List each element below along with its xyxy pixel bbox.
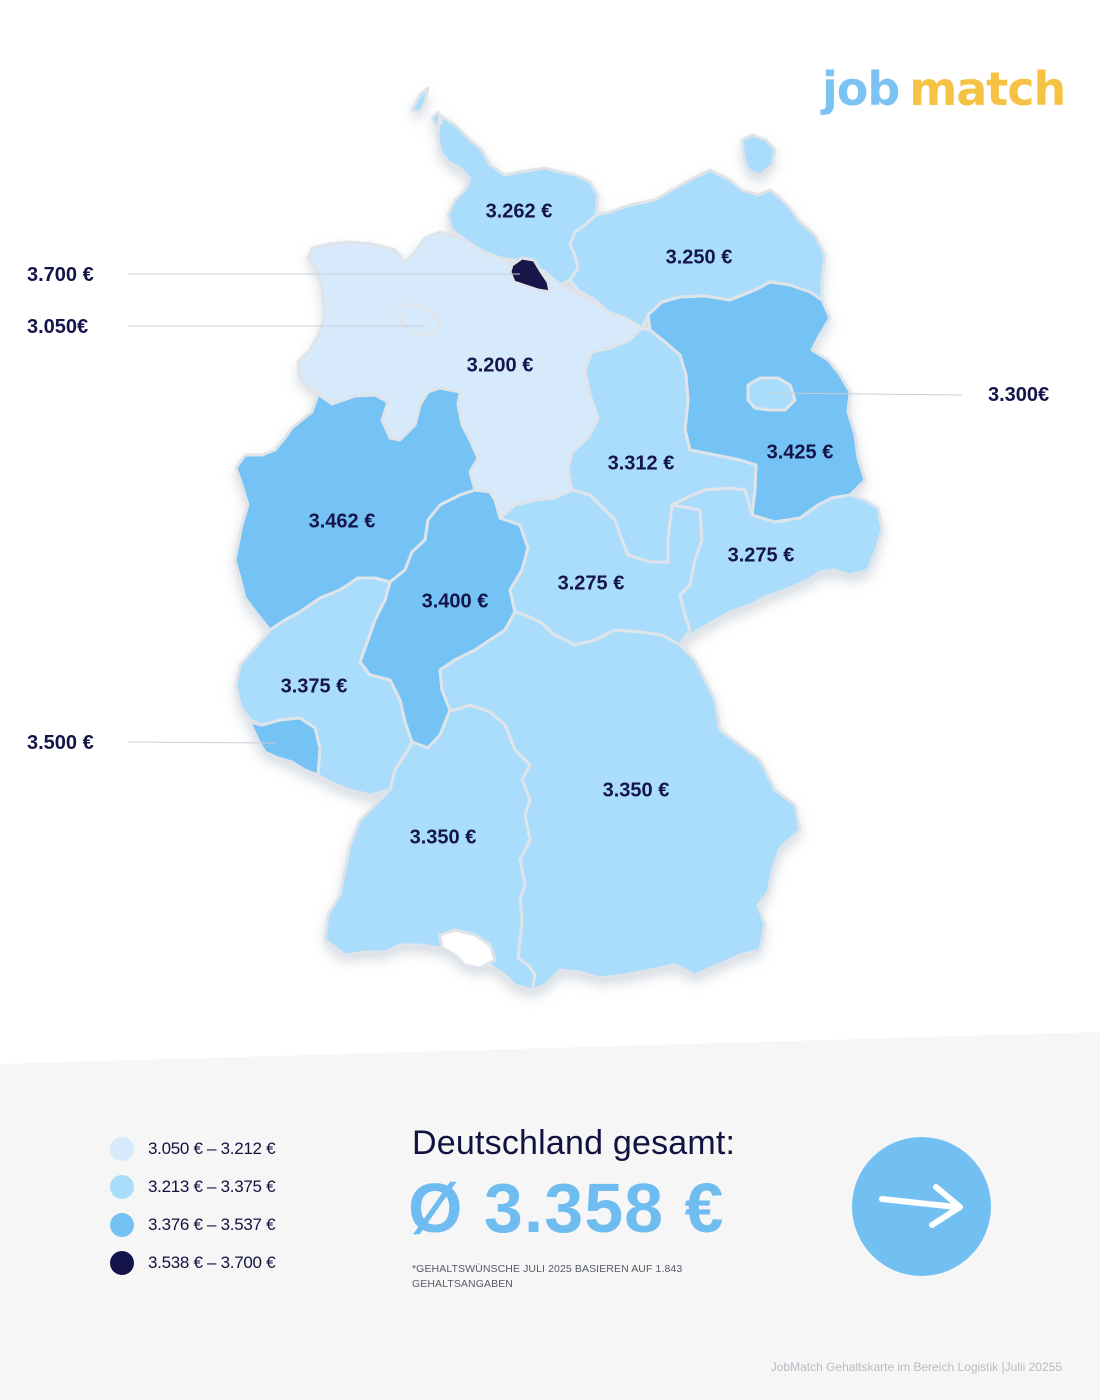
map-value-label-mv: 3.250 € [666,246,733,268]
state-saarland[interactable] [248,716,322,777]
map-value-label-th: 3.275 € [558,572,625,594]
next-arrow-button[interactable] [852,1137,991,1276]
jobmatch-logo: job match [822,62,1066,126]
legend-item: 3.213 € – 3.375 € [110,1168,276,1206]
legend-item: 3.050 € – 3.212 € [110,1130,276,1168]
legend-label: 3.213 € – 3.375 € [148,1177,276,1196]
legend-label: 3.050 € – 3.212 € [148,1139,276,1158]
map-value-label-bw: 3.350 € [410,826,477,848]
state-bremen[interactable] [396,301,442,337]
state-schleswig-holstein[interactable] [410,86,600,287]
legend-item: 3.376 € – 3.537 € [110,1206,276,1244]
legend-dot [110,1251,134,1275]
total-average-value: Ø 3.358 € [408,1169,725,1247]
leader-line-saarland [127,741,276,744]
label-hamburg: 3.700 € [27,264,94,286]
label-berlin: 3.300€ [988,384,1050,406]
map-value-label-sn: 3.275 € [728,544,795,566]
footnote: *GEHALTSWÜNSCHE JULI 2025 BASIEREN AUF 1… [412,1263,683,1290]
legend-dot [110,1213,134,1237]
legend-dot [110,1175,134,1199]
label-bremen: 3.050€ [27,316,89,338]
map-value-label-rp: 3.375 € [281,675,348,697]
legend-item: 3.538 € – 3.700 € [110,1244,276,1282]
map-value-label-bb: 3.425 € [767,441,834,463]
logo-text-match: match [909,62,1066,116]
germany-map: 3.262 € 3.250 € 3.200 € 3.425 € 3.312 € 3.462… [127,86,963,992]
map-value-label-sh: 3.262 € [486,200,553,222]
legend-dot [110,1137,134,1161]
footer-caption: JobMatch Gehaltskarte im Bereich Logisti… [770,1360,1062,1374]
state-berlin[interactable] [746,376,797,412]
map-value-label-he: 3.400 € [422,590,489,612]
legend: 3.050 € – 3.212 € 3.213 € – 3.375 € 3.37… [110,1130,276,1282]
map-value-label-st: 3.312 € [608,452,675,474]
map-value-label-ni: 3.200 € [467,354,534,376]
arrow-right-icon [879,1184,963,1228]
legend-label: 3.538 € – 3.700 € [148,1253,276,1272]
leader-line-berlin [769,392,963,396]
map-value-label-nw: 3.462 € [309,510,376,532]
total-title: Deutschland gesamt: [412,1124,736,1162]
summary-panel-background [0,1032,1100,1400]
label-saarland: 3.500 € [27,732,94,754]
legend-label: 3.376 € – 3.537 € [148,1215,276,1234]
map-value-label-by: 3.350 € [603,779,670,801]
bodensee-lake [438,928,497,970]
logo-text-job: job [822,62,900,116]
state-hamburg[interactable] [508,256,552,294]
state-sachsen[interactable] [670,486,884,647]
